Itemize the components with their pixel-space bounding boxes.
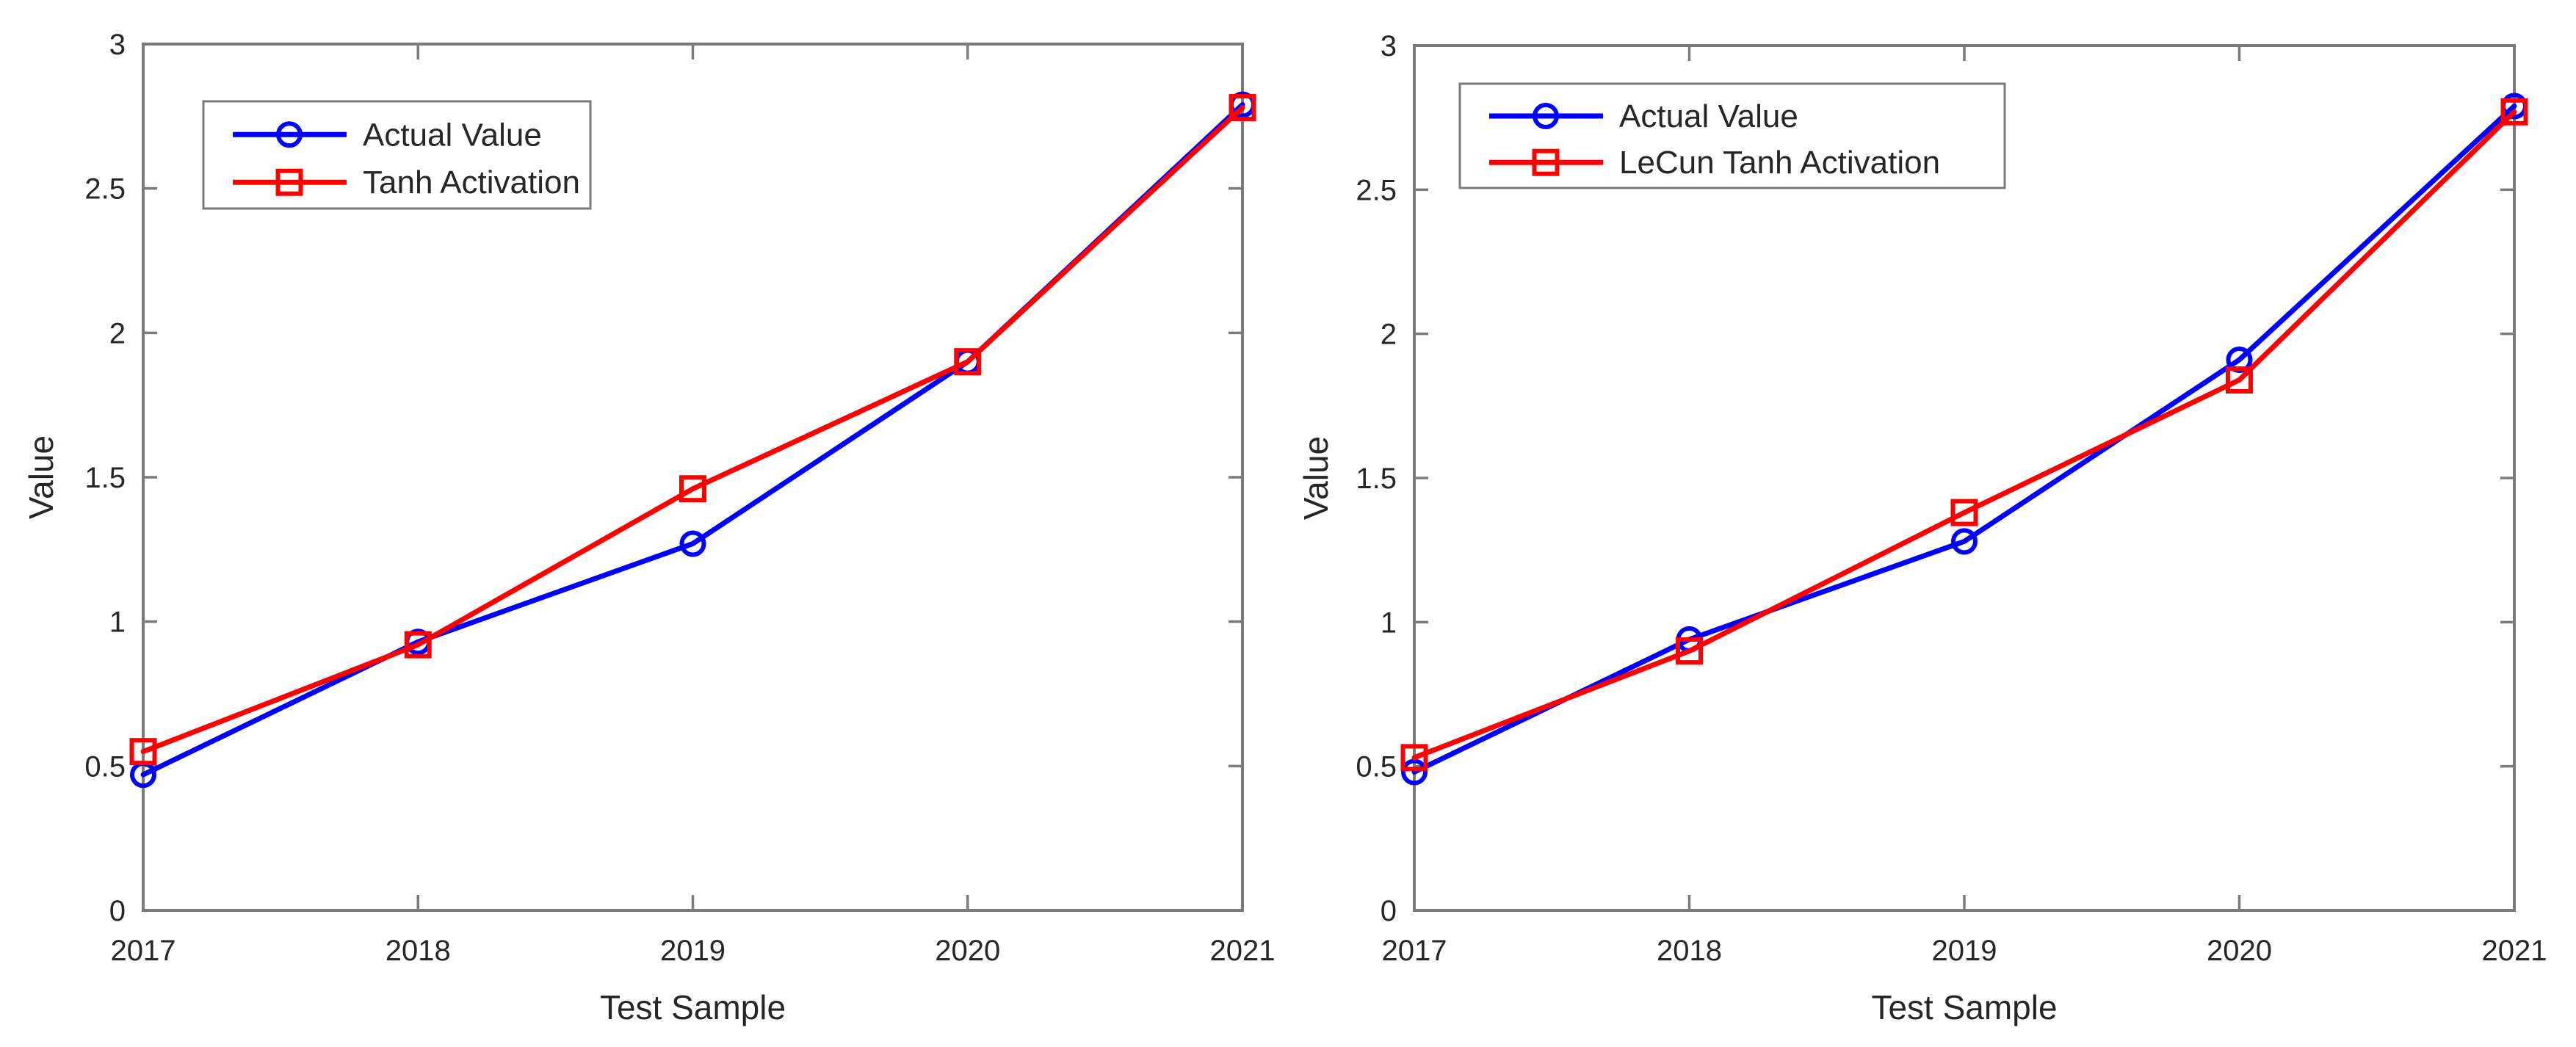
y-tick-label: 3: [109, 29, 126, 61]
data-point-lecun-tanh-activation: [1950, 499, 1978, 526]
y-tick-label: 2.5: [1356, 174, 1397, 206]
right-chart-panel: 0 0.5 1 1.5 2 2.5 3 2017 2018 2019 2020 2021 Test Sa…: [1288, 0, 2576, 1047]
data-point-actual-value: [679, 530, 706, 557]
x-tick-label: 2017: [111, 935, 176, 967]
data-point-actual-value: [1951, 528, 1978, 555]
x-tick-label: 2018: [1657, 935, 1722, 967]
x-axis-label: Test Sample: [600, 988, 786, 1026]
x-tick-label: 2021: [2482, 935, 2547, 967]
left-chart-panel: 0 0.5 1 1.5 2 2.5 3 2017 2018 2019 2020 2021 Test Sa…: [22, 29, 1276, 1026]
data-point-lecun-tanh-activation: [2226, 366, 2253, 394]
x-tick-label: 2020: [2207, 935, 2272, 967]
y-tick-label: 1: [109, 606, 126, 639]
legend-entry-label: Tanh Activation: [363, 164, 580, 200]
data-point-lecun-tanh-activation: [1400, 744, 1428, 772]
x-tick-label: 2019: [1932, 935, 1997, 967]
legend-marker-square: [275, 168, 303, 196]
y-tick-label: 0: [109, 895, 126, 927]
data-point-tanh-activation: [129, 738, 157, 766]
y-tick-label: 3: [1381, 30, 1397, 62]
x-tick-label: 2017: [1382, 935, 1447, 967]
data-point-tanh-activation: [954, 348, 982, 376]
data-point-lecun-tanh-activation: [2500, 98, 2528, 126]
legend-box: [1458, 82, 2006, 189]
y-tick-label: 2: [109, 317, 126, 349]
data-point-lecun-tanh-activation: [1676, 637, 1703, 665]
series-line-tanh-activation: [140, 105, 1245, 755]
series-line-actual-value: [1411, 103, 2517, 775]
data-point-tanh-activation: [679, 475, 706, 503]
y-tick-label: 2.5: [84, 173, 126, 206]
y-axis-label: Value: [22, 435, 60, 519]
x-axis-label: Test Sample: [1871, 988, 2057, 1026]
y-tick-label: 0.5: [1356, 751, 1397, 783]
right-chart: 0 0.5 1 1.5 2 2.5 3 2017 2018 2019 2020 2021 Test Sa…: [1297, 30, 2547, 1026]
data-point-tanh-activation: [404, 631, 432, 659]
legend-marker-square: [1532, 148, 1560, 176]
legend-entry-label: Actual Value: [1619, 98, 1798, 134]
y-tick-label: 0: [1381, 895, 1397, 927]
data-point-actual-value: [1401, 758, 1428, 786]
legend-marker-circle: [276, 121, 303, 148]
data-point-tanh-activation: [1229, 94, 1256, 122]
x-tick-label: 2021: [1210, 935, 1276, 967]
y-tick-label: 1.5: [84, 462, 126, 494]
data-point-actual-value: [2226, 347, 2253, 374]
series-line-lecun-tanh-activation: [1411, 109, 2517, 761]
y-tick-label: 1.5: [1356, 463, 1397, 495]
left-chart: 0 0.5 1 1.5 2 2.5 3 2017 2018 2019 2020 2021 Test Sa…: [22, 29, 1276, 1026]
y-tick-label: 2: [1381, 319, 1397, 351]
x-tick-label: 2018: [386, 935, 451, 967]
legend-marker-circle: [1533, 103, 1559, 130]
y-tick-label: 0.5: [84, 750, 126, 783]
legend-entry-label: LeCun Tanh Activation: [1619, 145, 1940, 181]
y-tick-label: 1: [1381, 606, 1397, 639]
x-tick-label: 2020: [935, 935, 1000, 967]
y-axis-label: Value: [1297, 436, 1335, 520]
x-tick-label: 2019: [660, 935, 726, 967]
legend-box: [202, 100, 592, 210]
legend-entry-label: Actual Value: [363, 117, 542, 153]
